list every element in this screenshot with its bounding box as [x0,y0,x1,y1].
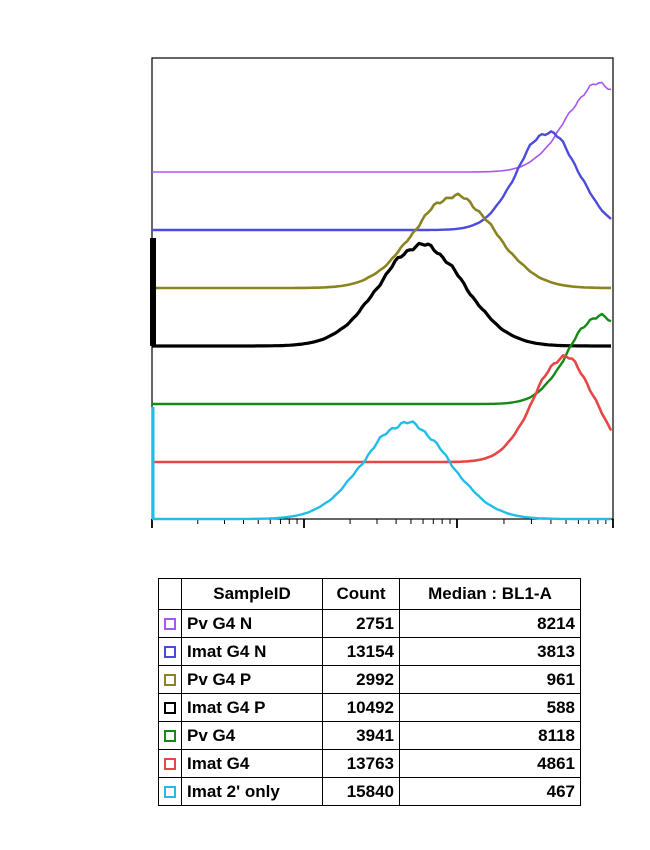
median-cell: 3813 [399,637,581,666]
count-cell: 13154 [322,637,400,666]
curve-pv-g4-n [152,81,612,173]
sampleid-cell: Pv G4 P [181,665,323,694]
histogram-curves [150,81,613,521]
color-swatch [164,758,176,771]
sampleid-cell: Imat 2' only [181,777,323,806]
table-row: Imat G4 13763 4861 [158,749,581,778]
table-row: Pv G4 3941 8118 [158,721,581,750]
header-sampleid: SampleID [181,578,323,610]
color-swatch [164,702,176,715]
count-cell: 13763 [322,749,400,778]
median-cell: 467 [399,777,581,806]
median-cell: 961 [399,665,581,694]
curve-imat-g4-n [152,130,612,232]
swatch-cell [158,721,182,750]
swatch-cell [158,749,182,778]
count-cell: 10492 [322,693,400,722]
sampleid-cell: Pv G4 [181,721,323,750]
curve-imat-g4-p [152,241,611,348]
histogram-plot [150,57,614,528]
color-swatch [164,786,176,799]
sampleid-cell: Imat G4 P [181,693,323,722]
count-cell: 2992 [322,665,400,694]
table-row: Imat 2' only 15840 467 [158,777,581,806]
header-swatch [158,578,182,610]
median-cell: 8214 [399,609,581,638]
table-row: Pv G4 N 2751 8214 [158,609,581,638]
header-median: Median : BL1-A [399,578,581,610]
median-cell: 4861 [399,749,581,778]
color-swatch [164,674,176,687]
swatch-cell [158,777,182,806]
sampleid-cell: Imat G4 N [181,637,323,666]
table-row: Imat G4 N 13154 3813 [158,637,581,666]
color-swatch [164,730,176,743]
median-cell: 588 [399,693,581,722]
curve-imat-2-only [152,420,611,521]
sampleid-cell: Imat G4 [181,749,323,778]
color-swatch [164,646,176,659]
median-cell: 8118 [399,721,581,750]
table-header-row: SampleID Count Median : BL1-A [158,578,581,610]
swatch-cell [158,609,182,638]
table-row: Pv G4 P 2992 961 [158,665,581,694]
swatch-cell [158,693,182,722]
x-axis-ticks [151,519,614,528]
sample-stats-table: SampleID Count Median : BL1-A Pv G4 N 275… [158,578,581,806]
count-cell: 2751 [322,609,400,638]
color-swatch [164,618,176,631]
count-cell: 3941 [322,721,400,750]
count-cell: 15840 [322,777,400,806]
swatch-cell [158,637,182,666]
curve-pv-g4-p [152,192,611,290]
swatch-cell [158,665,182,694]
header-count: Count [322,578,400,610]
table-row: Imat G4 P 10492 588 [158,693,581,722]
curve-imat-g4 [152,354,613,464]
curve-pv-g4 [152,312,612,406]
sampleid-cell: Pv G4 N [181,609,323,638]
